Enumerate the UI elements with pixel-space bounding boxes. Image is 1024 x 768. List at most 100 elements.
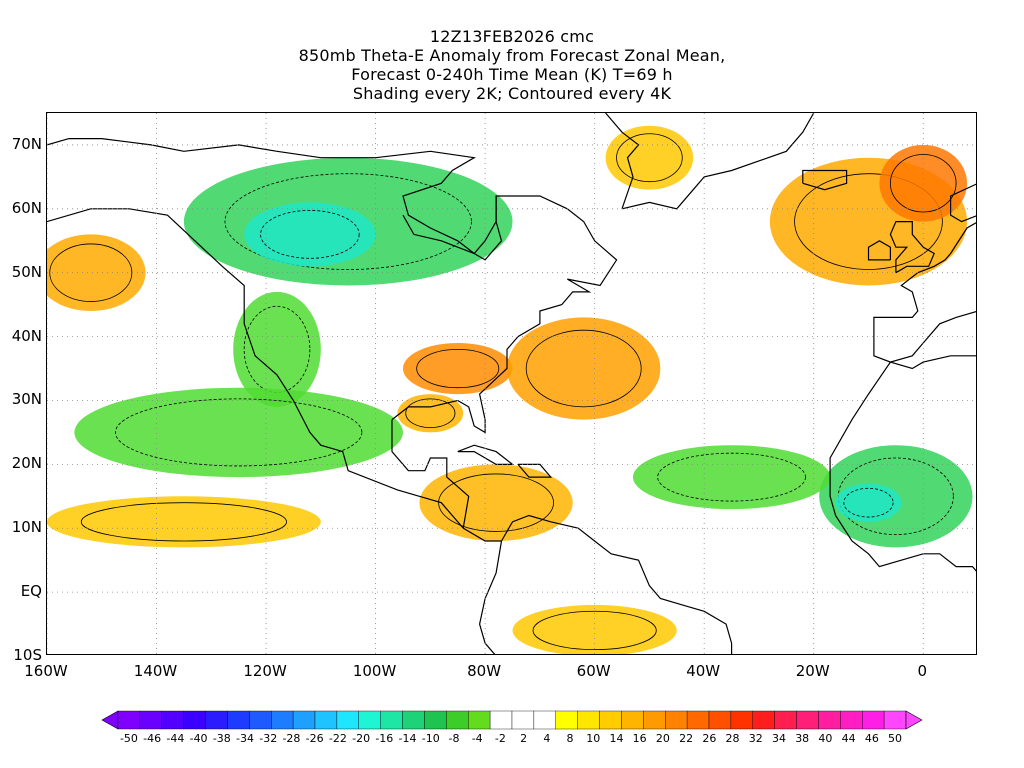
coastline <box>47 208 502 542</box>
coastline <box>890 355 976 370</box>
colorbar-label: 32 <box>748 732 763 745</box>
colorbar-swatch <box>599 710 622 730</box>
colorbar-swatch <box>117 710 141 730</box>
contour-canada-core <box>260 210 360 259</box>
colorbar-label: 20 <box>655 732 670 745</box>
x-tick-label: 60W <box>576 662 611 680</box>
title-line-4: Shading every 2K; Contoured every 4K <box>352 84 672 103</box>
colorbar-label: -32 <box>259 732 278 745</box>
colorbar-swatch <box>621 710 644 730</box>
contour-mid-atlantic-cold <box>657 452 806 502</box>
coastline <box>500 514 733 654</box>
contour-west-africa-core <box>843 487 894 518</box>
y-tick-label: EQ <box>20 582 42 601</box>
colorbar-label: 8 <box>566 732 574 745</box>
y-tick-label: 50N <box>11 262 42 281</box>
contour-europe-core <box>889 154 957 213</box>
contour-greenland-warm <box>616 133 683 183</box>
anomaly-region-south-america-warm <box>512 604 677 654</box>
colorbar-swatch <box>336 710 359 730</box>
colorbar-swatch <box>424 710 447 730</box>
x-tick-label: 140W <box>133 662 178 680</box>
contour-europe-warm <box>794 173 943 270</box>
colorbar-label: 34 <box>771 732 786 745</box>
coastline <box>950 183 976 223</box>
contour-south-america-warm <box>532 610 657 651</box>
anomaly-region-alaska-gulf-warm <box>47 234 146 312</box>
x-tick-label: 100W <box>352 662 397 680</box>
anomaly-region-gulf-warm <box>397 394 464 433</box>
colorbar-label: -38 <box>212 732 231 745</box>
x-tick-label: 160W <box>24 662 68 680</box>
y-tick-label: 70N <box>11 134 42 153</box>
colorbar-label: 28 <box>725 732 740 745</box>
colorbar-swatch <box>227 710 250 730</box>
coastline <box>605 113 640 209</box>
coastline <box>867 240 891 261</box>
colorbar-swatch <box>183 710 206 730</box>
coastline <box>391 419 470 529</box>
colorbar-swatch <box>249 710 272 730</box>
colorbar-swatch <box>533 710 556 730</box>
colorbar-swatch <box>752 710 775 730</box>
colorbar-arrow-right <box>905 710 923 730</box>
colorbar-label: 16 <box>632 732 647 745</box>
x-tick-label: 120W <box>243 662 287 680</box>
anomaly-region-mid-atlantic-cold <box>632 445 831 510</box>
colorbar-swatch <box>665 710 688 730</box>
colorbar-swatch <box>511 710 535 730</box>
colorbar-label: -34 <box>236 732 254 745</box>
colorbar-label: 38 <box>795 732 810 745</box>
coastline <box>829 361 976 572</box>
colorbar-swatch <box>380 710 403 730</box>
y-tick-label: 10N <box>11 518 42 537</box>
title-line-1: 12Z13FEB2026 cmc <box>429 27 595 46</box>
x-tick-label: 40W <box>686 662 721 680</box>
colorbar-swatch <box>139 710 162 730</box>
colorbar-label: 2 <box>520 732 528 745</box>
contour-alaska-gulf-warm <box>49 243 133 302</box>
colorbar-label: -44 <box>166 732 185 745</box>
coastline <box>402 196 497 255</box>
colorbar-swatch <box>862 710 885 730</box>
colorbar-label: -50 <box>119 732 138 745</box>
colorbar-swatch <box>818 710 841 730</box>
colorbar-label: -2 <box>494 732 506 745</box>
colorbar-label: -26 <box>305 732 324 745</box>
colorbar-swatch <box>314 710 338 730</box>
y-tick-label: 40N <box>11 326 42 345</box>
colorbar-swatch <box>686 710 710 730</box>
colorbar-swatch <box>468 710 491 730</box>
contour-tropical-pacific <box>80 502 287 542</box>
anomaly-region-tropical-pacific <box>47 496 321 548</box>
contour-se-us-warm <box>416 348 500 389</box>
coastline <box>478 540 503 654</box>
contour-east-pacific <box>115 398 363 467</box>
colorbar-arrow-left <box>101 710 119 730</box>
colorbar-label: -16 <box>375 732 394 745</box>
colorbar-label: 10 <box>586 732 601 745</box>
x-tick-label: 0 <box>917 662 927 680</box>
anomaly-region-western-us <box>233 291 321 407</box>
y-tick-label: 30N <box>11 390 42 409</box>
colorbar-swatch <box>730 710 753 730</box>
colorbar-label: 40 <box>818 732 833 745</box>
colorbar-swatch <box>358 710 381 730</box>
y-tick-label: 10S <box>13 646 42 664</box>
colorbar-swatch <box>161 710 184 730</box>
colorbar-swatch <box>840 710 863 730</box>
anomaly-region-east-pacific <box>74 387 403 478</box>
colorbar-swatch <box>271 710 294 730</box>
anomaly-region-greenland-warm <box>605 125 694 190</box>
contour-gulf-warm <box>405 398 456 429</box>
colorbar-label: -4 <box>471 732 483 745</box>
title-line-3: Forecast 0-240h Time Mean (K) T=69 h <box>351 65 673 84</box>
colorbar-swatch <box>883 710 907 730</box>
x-tick-label: 20W <box>795 662 830 680</box>
colorbar-label: -8 <box>448 732 460 745</box>
colorbar-swatch <box>402 710 425 730</box>
colorbar-swatch <box>292 710 316 730</box>
colorbar-swatch <box>577 710 600 730</box>
y-tick-label: 60N <box>11 198 42 217</box>
colorbar-label: 14 <box>609 732 624 745</box>
